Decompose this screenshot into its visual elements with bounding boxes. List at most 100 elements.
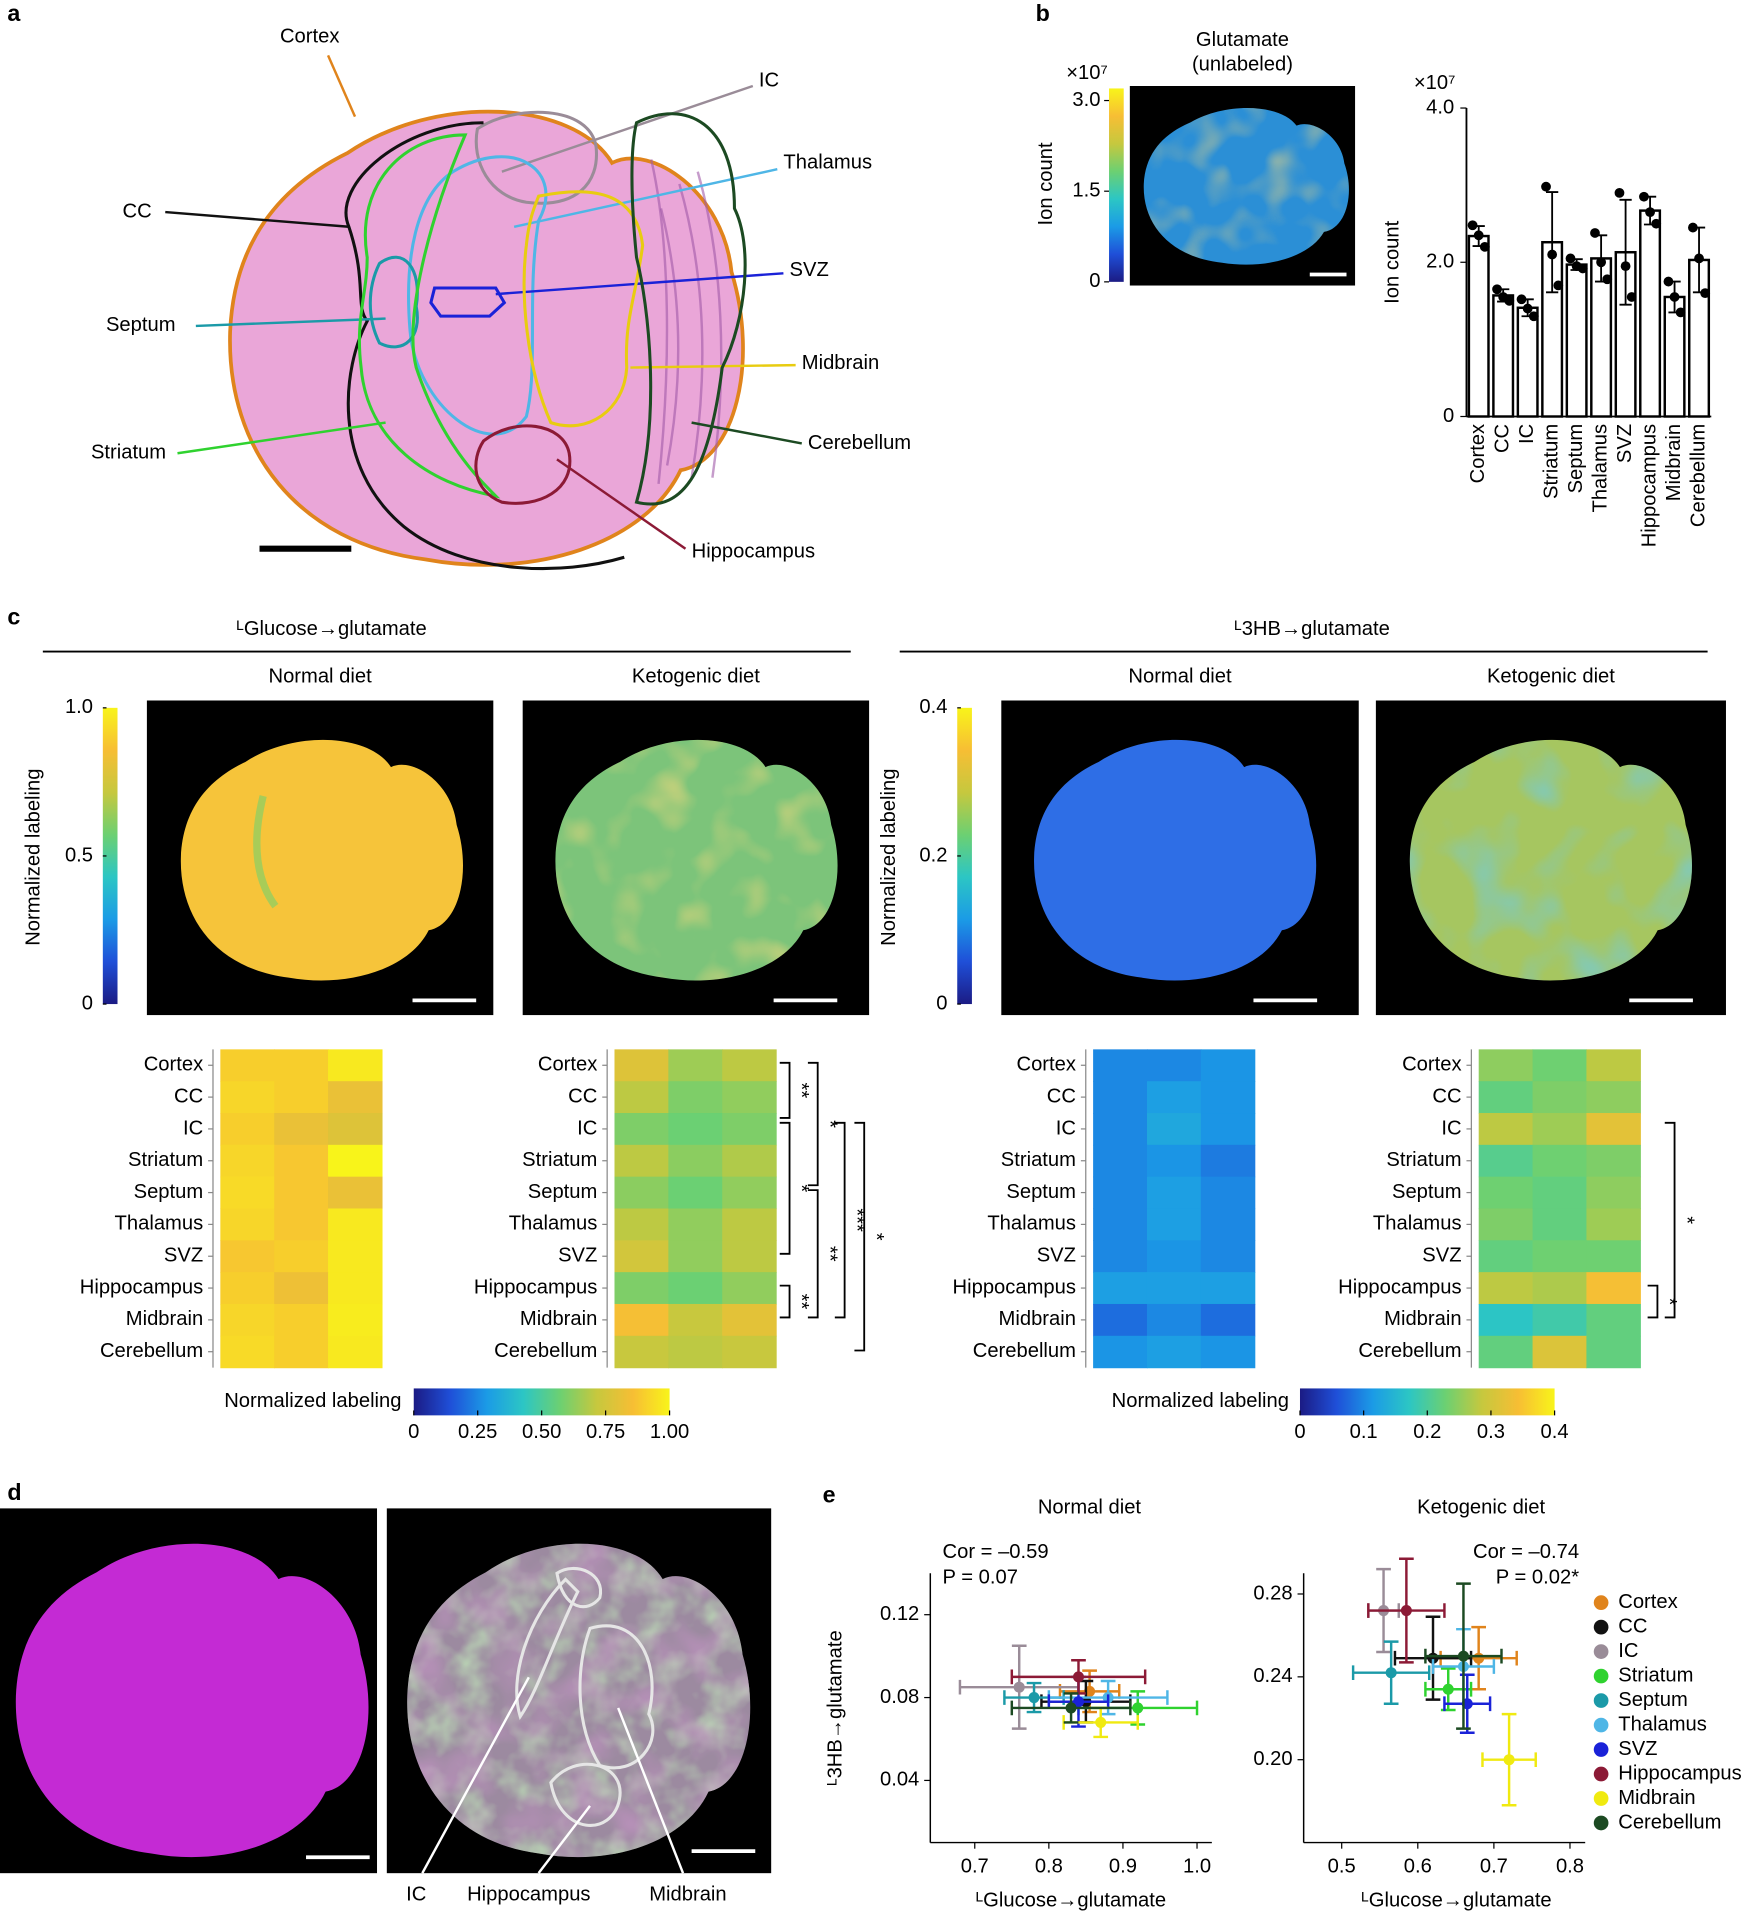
x-tick-label: SVZ [1614,424,1636,463]
data-point [1553,280,1564,291]
region-label: SVZ [790,259,829,281]
colorbar-tick-label: 0.4 [919,696,947,718]
heatmap-cell [1586,1303,1641,1337]
leader-line [165,210,349,228]
x-tick-label: 0.8 [1556,1855,1584,1877]
image-detail [253,795,279,909]
significance-bracket [779,1284,791,1319]
heatmap-cell [1532,1272,1588,1305]
colorbar-label: Normalized labeling [1112,1390,1289,1412]
row-label: CC [1047,1085,1076,1107]
row-label: IC [1441,1117,1461,1139]
leader-line [495,272,784,296]
heatmap-cell [1200,1049,1256,1082]
leader-line [421,1676,530,1874]
data-point [1528,311,1539,322]
heatmap-cell [1532,1049,1588,1082]
heatmap-cell [614,1208,669,1241]
heatmap-cell [1200,1081,1256,1114]
colorbar-tick-label: 0.5 [65,844,93,866]
heatmap-cell [1478,1303,1534,1337]
heatmap-cell [668,1303,723,1337]
leader-line [630,363,796,369]
significance-bracket [1664,1121,1676,1319]
legend-marker [1593,1693,1609,1708]
significance-label: * [818,1120,840,1128]
data-point [1626,292,1637,302]
heatmap-cell [1586,1240,1641,1273]
row-label: Thalamus [987,1213,1076,1235]
legend-marker [1593,1717,1609,1733]
data-point [1694,253,1704,264]
annotation: Cor = –0.74 [1473,1541,1579,1563]
heatmap-cell [220,1240,275,1273]
region-outline [407,155,548,436]
data-point [1479,241,1490,252]
heatmap-cell [1478,1049,1534,1082]
heatmap-cell [722,1240,777,1273]
y-tick-label: 4.0 [1426,96,1454,118]
region-outline [474,110,598,205]
colorbar-label: Normalized labeling [224,1390,401,1412]
data-point [1457,1650,1469,1662]
heatmap-cell [1200,1240,1256,1273]
heatmap-cell [1146,1240,1202,1273]
significance-bracket [854,1121,866,1352]
data-point [1663,276,1674,287]
heatmap-cell [328,1335,383,1369]
data-point [1385,1667,1397,1679]
legend-marker [1593,1742,1609,1757]
heatmap-cell [1478,1113,1534,1146]
channel-label: Glucose [685,1519,759,1541]
heatmap-cell [274,1081,329,1114]
x-tick-label: 0.8 [1035,1855,1063,1877]
significance-bracket [1647,1284,1659,1319]
x-tick-label: Cortex [1467,424,1489,483]
heatmap-cell [274,1272,329,1305]
group-title: ᴸ3HB→glutamate [1235,618,1390,640]
row-label: Septum [134,1181,204,1203]
row-label: SVZ [558,1245,597,1267]
colorbar-tick-label: 0 [1294,1421,1305,1443]
legend-label: SVZ [1618,1738,1657,1760]
heatmap-cell [668,1208,723,1241]
colorbar-tick-label: 0.50 [522,1421,561,1443]
heatmap-cell [220,1303,275,1337]
heatmap-cell [1532,1176,1588,1210]
annotation: P = 0.07 [943,1566,1018,1588]
legend-marker [1593,1668,1609,1684]
heatmap-cell [722,1113,777,1146]
bar [1516,306,1539,418]
ion-image-texture [1143,107,1349,265]
significance-bracket [807,1061,819,1187]
heatmap-cell [722,1272,777,1305]
y-tick-label: 0.24 [1253,1665,1292,1687]
region-label: Striatum [91,442,166,464]
error-bar [1619,198,1632,306]
heatmap-cell [614,1144,669,1178]
heatmap-cell [1146,1303,1202,1337]
heatmap-cell [1093,1176,1148,1210]
significance-bracket [834,1121,846,1319]
row-label: Cerebellum [1358,1340,1461,1362]
row-label: SVZ [1422,1245,1461,1267]
heatmap-cell [1478,1081,1534,1114]
row-label: Cerebellum [973,1340,1076,1362]
x-tick-label: 1.0 [1183,1855,1211,1877]
significance-label: * [1675,1216,1697,1224]
heatmap-cell [274,1113,329,1146]
data-point [1132,1702,1144,1714]
row-label: Striatum [1386,1149,1461,1171]
leader-line [537,1805,591,1874]
x-tick-label: 0.6 [1404,1855,1432,1877]
panel-label: a [7,0,21,26]
data-point [1614,187,1625,198]
heatmap-cell [1093,1272,1148,1305]
colorbar-tick-label: 1.5 [1072,180,1100,202]
x-tick-label: Striatum [1540,424,1562,499]
heatmap-cell [1478,1176,1534,1210]
heatmap-cell [1478,1335,1534,1369]
heatmap-cell [1093,1208,1148,1241]
heatmap-cell [1200,1176,1256,1210]
